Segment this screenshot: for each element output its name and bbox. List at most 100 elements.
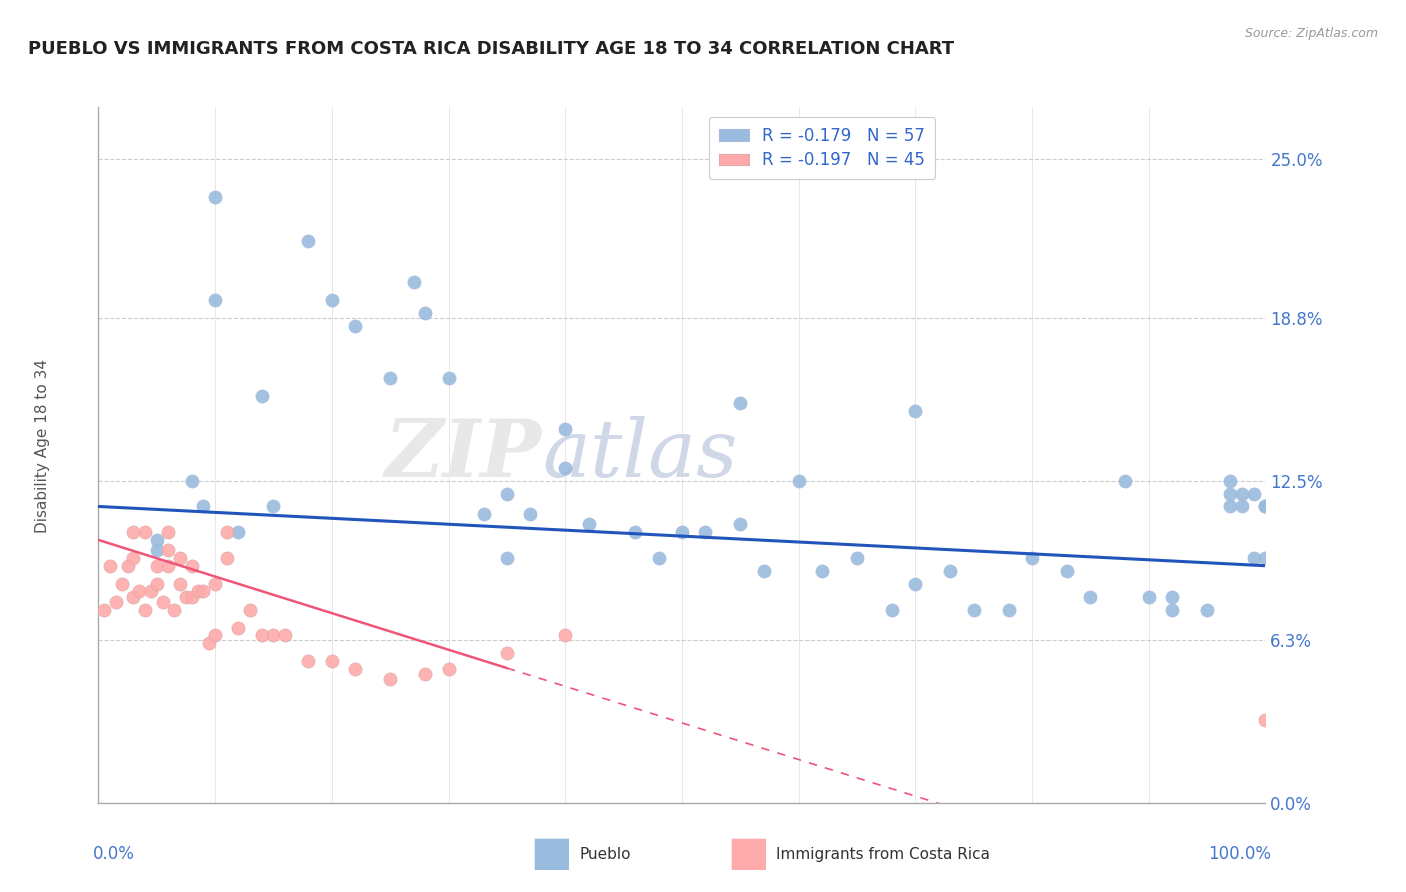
Point [122,551,145,566]
Point [495,551,517,566]
Point [695,525,717,540]
Point [787,474,810,488]
Point [228,621,250,635]
Point [204,190,226,204]
Point [1195,602,1218,616]
Point [262,500,284,514]
Point [578,517,600,532]
Text: PUEBLO VS IMMIGRANTS FROM COSTA RICA DISABILITY AGE 18 TO 34 CORRELATION CHART: PUEBLO VS IMMIGRANTS FROM COSTA RICA DIS… [28,40,955,58]
Point [274,628,297,642]
Point [880,602,903,616]
Point [139,584,162,599]
Point [1230,486,1253,500]
Point [111,576,134,591]
Point [904,576,927,591]
Point [997,602,1019,616]
Point [193,500,215,514]
Point [157,558,180,573]
Point [554,422,576,436]
Point [250,628,273,642]
Text: 0.0%: 0.0% [93,845,135,863]
Text: 100.0%: 100.0% [1208,845,1271,863]
Point [250,389,273,403]
Point [1219,486,1241,500]
Point [117,558,139,573]
Point [437,370,460,384]
Text: Immigrants from Costa Rica: Immigrants from Costa Rica [776,847,990,862]
Point [1254,551,1277,566]
Point [344,319,367,334]
Point [134,525,156,540]
Point [104,595,127,609]
Point [378,672,402,686]
Point [904,404,927,418]
Point [402,275,425,289]
Point [811,564,834,578]
Point [134,602,156,616]
Point [228,525,250,540]
Point [495,646,517,660]
Point [495,486,517,500]
Point [1219,500,1241,514]
Text: Pueblo: Pueblo [579,847,631,862]
Point [1114,474,1136,488]
Point [204,576,226,591]
Point [204,628,226,642]
Point [146,576,169,591]
Point [845,551,868,566]
Point [297,654,319,668]
Point [169,551,191,566]
Point [1161,590,1184,604]
Point [180,474,202,488]
Point [146,558,169,573]
Point [169,576,191,591]
Point [1243,486,1265,500]
Point [730,517,752,532]
Point [187,584,209,599]
Point [647,551,669,566]
Legend: R = -0.179   N = 57, R = -0.197   N = 45: R = -0.179 N = 57, R = -0.197 N = 45 [709,117,935,179]
Point [554,460,576,475]
Point [204,293,226,308]
Point [215,525,238,540]
Point [297,234,319,248]
Text: Source: ZipAtlas.com: Source: ZipAtlas.com [1244,27,1378,40]
Point [554,628,576,642]
Point [413,306,436,320]
Point [1254,500,1277,514]
Point [93,602,115,616]
Point [1254,500,1277,514]
Text: Disability Age 18 to 34: Disability Age 18 to 34 [35,359,49,533]
Point [1230,500,1253,514]
Point [378,370,402,384]
Text: ZIP: ZIP [385,417,541,493]
Point [962,602,984,616]
Point [321,654,343,668]
Point [519,507,541,521]
Point [1219,474,1241,488]
Point [472,507,495,521]
Point [1056,564,1078,578]
Point [239,602,262,616]
Point [1021,551,1043,566]
Point [939,564,962,578]
Point [98,558,121,573]
Point [193,584,215,599]
Point [413,667,436,681]
Point [321,293,343,308]
Point [1080,590,1102,604]
Point [122,590,145,604]
Point [157,525,180,540]
Point [174,590,197,604]
Point [437,662,460,676]
Point [152,595,174,609]
Point [1161,602,1184,616]
Point [122,525,145,540]
Point [128,584,150,599]
Point [180,590,202,604]
Point [1137,590,1160,604]
Point [180,558,202,573]
Point [198,636,221,650]
Point [624,525,647,540]
Point [730,396,752,410]
